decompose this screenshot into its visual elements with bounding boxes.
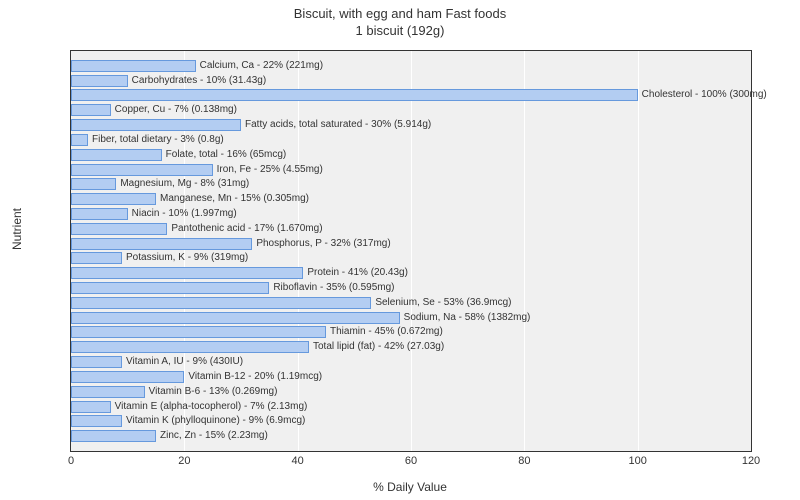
nutrient-label: Folate, total - 16% (65mcg) bbox=[166, 149, 287, 161]
nutrient-label: Vitamin A, IU - 9% (430IU) bbox=[126, 356, 243, 368]
nutrient-label: Fatty acids, total saturated - 30% (5.91… bbox=[245, 119, 431, 131]
nutrient-bar bbox=[71, 312, 400, 324]
gridline bbox=[411, 51, 412, 451]
nutrient-bar bbox=[71, 223, 167, 235]
nutrient-label: Selenium, Se - 53% (36.9mcg) bbox=[375, 297, 511, 309]
x-tick-label: 120 bbox=[742, 455, 760, 467]
nutrient-bar bbox=[71, 341, 309, 353]
nutrient-label: Vitamin B-6 - 13% (0.269mg) bbox=[149, 386, 278, 398]
x-tick-label: 80 bbox=[518, 455, 530, 467]
nutrient-bar bbox=[71, 252, 122, 264]
nutrient-label: Calcium, Ca - 22% (221mg) bbox=[200, 60, 323, 72]
nutrient-bar bbox=[71, 430, 156, 442]
nutrient-bar bbox=[71, 119, 241, 131]
nutrient-bar bbox=[71, 208, 128, 220]
y-axis-label: Nutrient bbox=[10, 208, 24, 250]
nutrient-bar bbox=[71, 415, 122, 427]
nutrient-label: Carbohydrates - 10% (31.43g) bbox=[132, 75, 267, 87]
nutrient-bar bbox=[71, 149, 162, 161]
nutrient-bar bbox=[71, 238, 252, 250]
gridline bbox=[298, 51, 299, 451]
nutrient-bar bbox=[71, 356, 122, 368]
gridline bbox=[524, 51, 525, 451]
x-axis-label: % Daily Value bbox=[70, 480, 750, 494]
nutrient-bar bbox=[71, 178, 116, 190]
nutrient-bar bbox=[71, 326, 326, 338]
nutrient-bar bbox=[71, 134, 88, 146]
nutrient-label: Vitamin K (phylloquinone) - 9% (6.9mcg) bbox=[126, 415, 305, 427]
nutrient-label: Copper, Cu - 7% (0.138mg) bbox=[115, 104, 237, 116]
chart-title: Biscuit, with egg and ham Fast foods 1 b… bbox=[0, 0, 800, 40]
nutrient-label: Vitamin B-12 - 20% (1.19mcg) bbox=[188, 371, 322, 383]
nutrient-bar bbox=[71, 267, 303, 279]
x-tick-label: 60 bbox=[405, 455, 417, 467]
nutrient-label: Thiamin - 45% (0.672mg) bbox=[330, 326, 443, 338]
nutrient-label: Protein - 41% (20.43g) bbox=[307, 267, 408, 279]
nutrient-label: Sodium, Na - 58% (1382mg) bbox=[404, 312, 531, 324]
title-line-2: 1 biscuit (192g) bbox=[356, 23, 445, 38]
nutrient-bar bbox=[71, 164, 213, 176]
nutrient-bar bbox=[71, 297, 371, 309]
nutrient-label: Magnesium, Mg - 8% (31mg) bbox=[120, 178, 249, 190]
chart-container: Biscuit, with egg and ham Fast foods 1 b… bbox=[0, 0, 800, 500]
nutrient-bar bbox=[71, 282, 269, 294]
nutrient-bar bbox=[71, 104, 111, 116]
x-tick-label: 0 bbox=[68, 455, 74, 467]
nutrient-label: Zinc, Zn - 15% (2.23mg) bbox=[160, 430, 268, 442]
nutrient-bar bbox=[71, 193, 156, 205]
gridline bbox=[638, 51, 639, 451]
nutrient-label: Iron, Fe - 25% (4.55mg) bbox=[217, 164, 323, 176]
nutrient-label: Vitamin E (alpha-tocopherol) - 7% (2.13m… bbox=[115, 401, 308, 413]
nutrient-label: Manganese, Mn - 15% (0.305mg) bbox=[160, 193, 309, 205]
nutrient-label: Riboflavin - 35% (0.595mg) bbox=[273, 282, 394, 294]
nutrient-bar bbox=[71, 60, 196, 72]
nutrient-label: Pantothenic acid - 17% (1.670mg) bbox=[171, 223, 322, 235]
x-tick-label: 40 bbox=[292, 455, 304, 467]
title-line-1: Biscuit, with egg and ham Fast foods bbox=[294, 6, 506, 21]
nutrient-bar bbox=[71, 75, 128, 87]
nutrient-bar bbox=[71, 89, 638, 101]
nutrient-label: Cholesterol - 100% (300mg) bbox=[642, 89, 767, 101]
nutrient-bar bbox=[71, 371, 184, 383]
nutrient-label: Fiber, total dietary - 3% (0.8g) bbox=[92, 134, 224, 146]
x-tick-label: 20 bbox=[178, 455, 190, 467]
plot-area: 020406080100120Calcium, Ca - 22% (221mg)… bbox=[70, 50, 752, 452]
nutrient-label: Phosphorus, P - 32% (317mg) bbox=[256, 238, 390, 250]
nutrient-bar bbox=[71, 401, 111, 413]
nutrient-label: Niacin - 10% (1.997mg) bbox=[132, 208, 237, 220]
nutrient-label: Potassium, K - 9% (319mg) bbox=[126, 252, 248, 264]
x-tick-label: 100 bbox=[628, 455, 646, 467]
nutrient-bar bbox=[71, 386, 145, 398]
nutrient-label: Total lipid (fat) - 42% (27.03g) bbox=[313, 341, 444, 353]
